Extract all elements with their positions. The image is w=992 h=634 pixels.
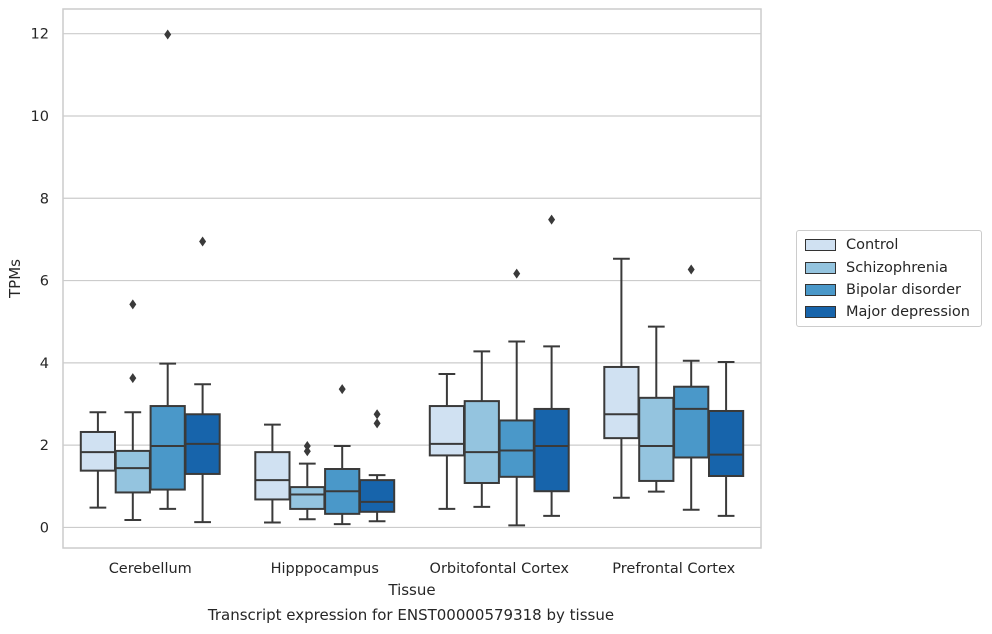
y-tick-label: 0 [40,520,49,536]
legend-label: Schizophrenia [846,260,948,276]
outlier-point [513,268,521,279]
x-tick-label: Prefrontal Cortex [612,561,735,577]
box [707,409,745,477]
outlier-point [303,446,311,457]
x-tick-label: Hipppocampus [271,561,379,577]
box [149,405,186,491]
outlier-point [373,418,381,429]
outlier-point [303,440,311,451]
box [358,479,396,513]
box [603,365,640,440]
box [498,419,535,478]
plot-frame [62,8,762,549]
legend-swatch-schizophrenia [805,262,836,274]
box [463,400,500,484]
outlier-point [338,384,346,395]
y-tick-label: 4 [40,356,49,372]
y-tick-label: 8 [40,191,49,207]
y-axis-label: TPMs [6,259,24,299]
box [289,486,326,510]
box [533,407,570,493]
legend-swatch-bipolar-disorder [805,284,836,296]
box [114,449,151,494]
outlier-point [373,409,381,420]
legend: Control Schizophrenia Bipolar disorder M… [796,230,982,327]
box [673,385,710,459]
legend-item-bipolar-disorder: Bipolar disorder [805,281,961,299]
x-axis-label: Tissue [387,581,435,599]
box [638,396,675,482]
outlier-point [164,29,172,40]
legend-item-control: Control [805,236,898,254]
box-series [79,29,745,527]
y-tick-label: 6 [40,274,49,290]
legend-label: Control [846,237,899,253]
legend-item-schizophrenia: Schizophrenia [805,259,948,277]
y-tick-labels: 0 2 4 6 8 10 12 [31,27,49,537]
outlier-point [548,214,556,225]
outlier-point [687,264,695,275]
x-tick-label: Orbitofontal Cortex [430,561,570,577]
y-tick-label: 10 [31,109,49,125]
x-tick-labels: Cerebellum Hipppocampus Orbitofontal Corte… [109,561,736,577]
y-tick-label: 2 [40,438,49,454]
outlier-point [129,373,137,384]
x-tick-label: Cerebellum [109,561,192,577]
legend-label: Major depression [846,304,970,320]
outlier-point [199,236,207,247]
box [428,405,466,457]
chart-caption: Transcript expression for ENST0000057931… [207,606,615,624]
series-major-depression [184,214,745,524]
legend-swatch-control [805,239,836,251]
series-control [79,257,640,524]
legend-item-major-depression: Major depression [805,303,970,321]
legend-swatch-major-depression [805,306,836,318]
series-schizophrenia [114,299,675,522]
y-tick-label: 12 [31,27,49,43]
series-bipolar-disorder [149,29,710,527]
legend-label: Bipolar disorder [846,282,961,298]
outlier-point [129,299,137,310]
box [254,451,291,501]
